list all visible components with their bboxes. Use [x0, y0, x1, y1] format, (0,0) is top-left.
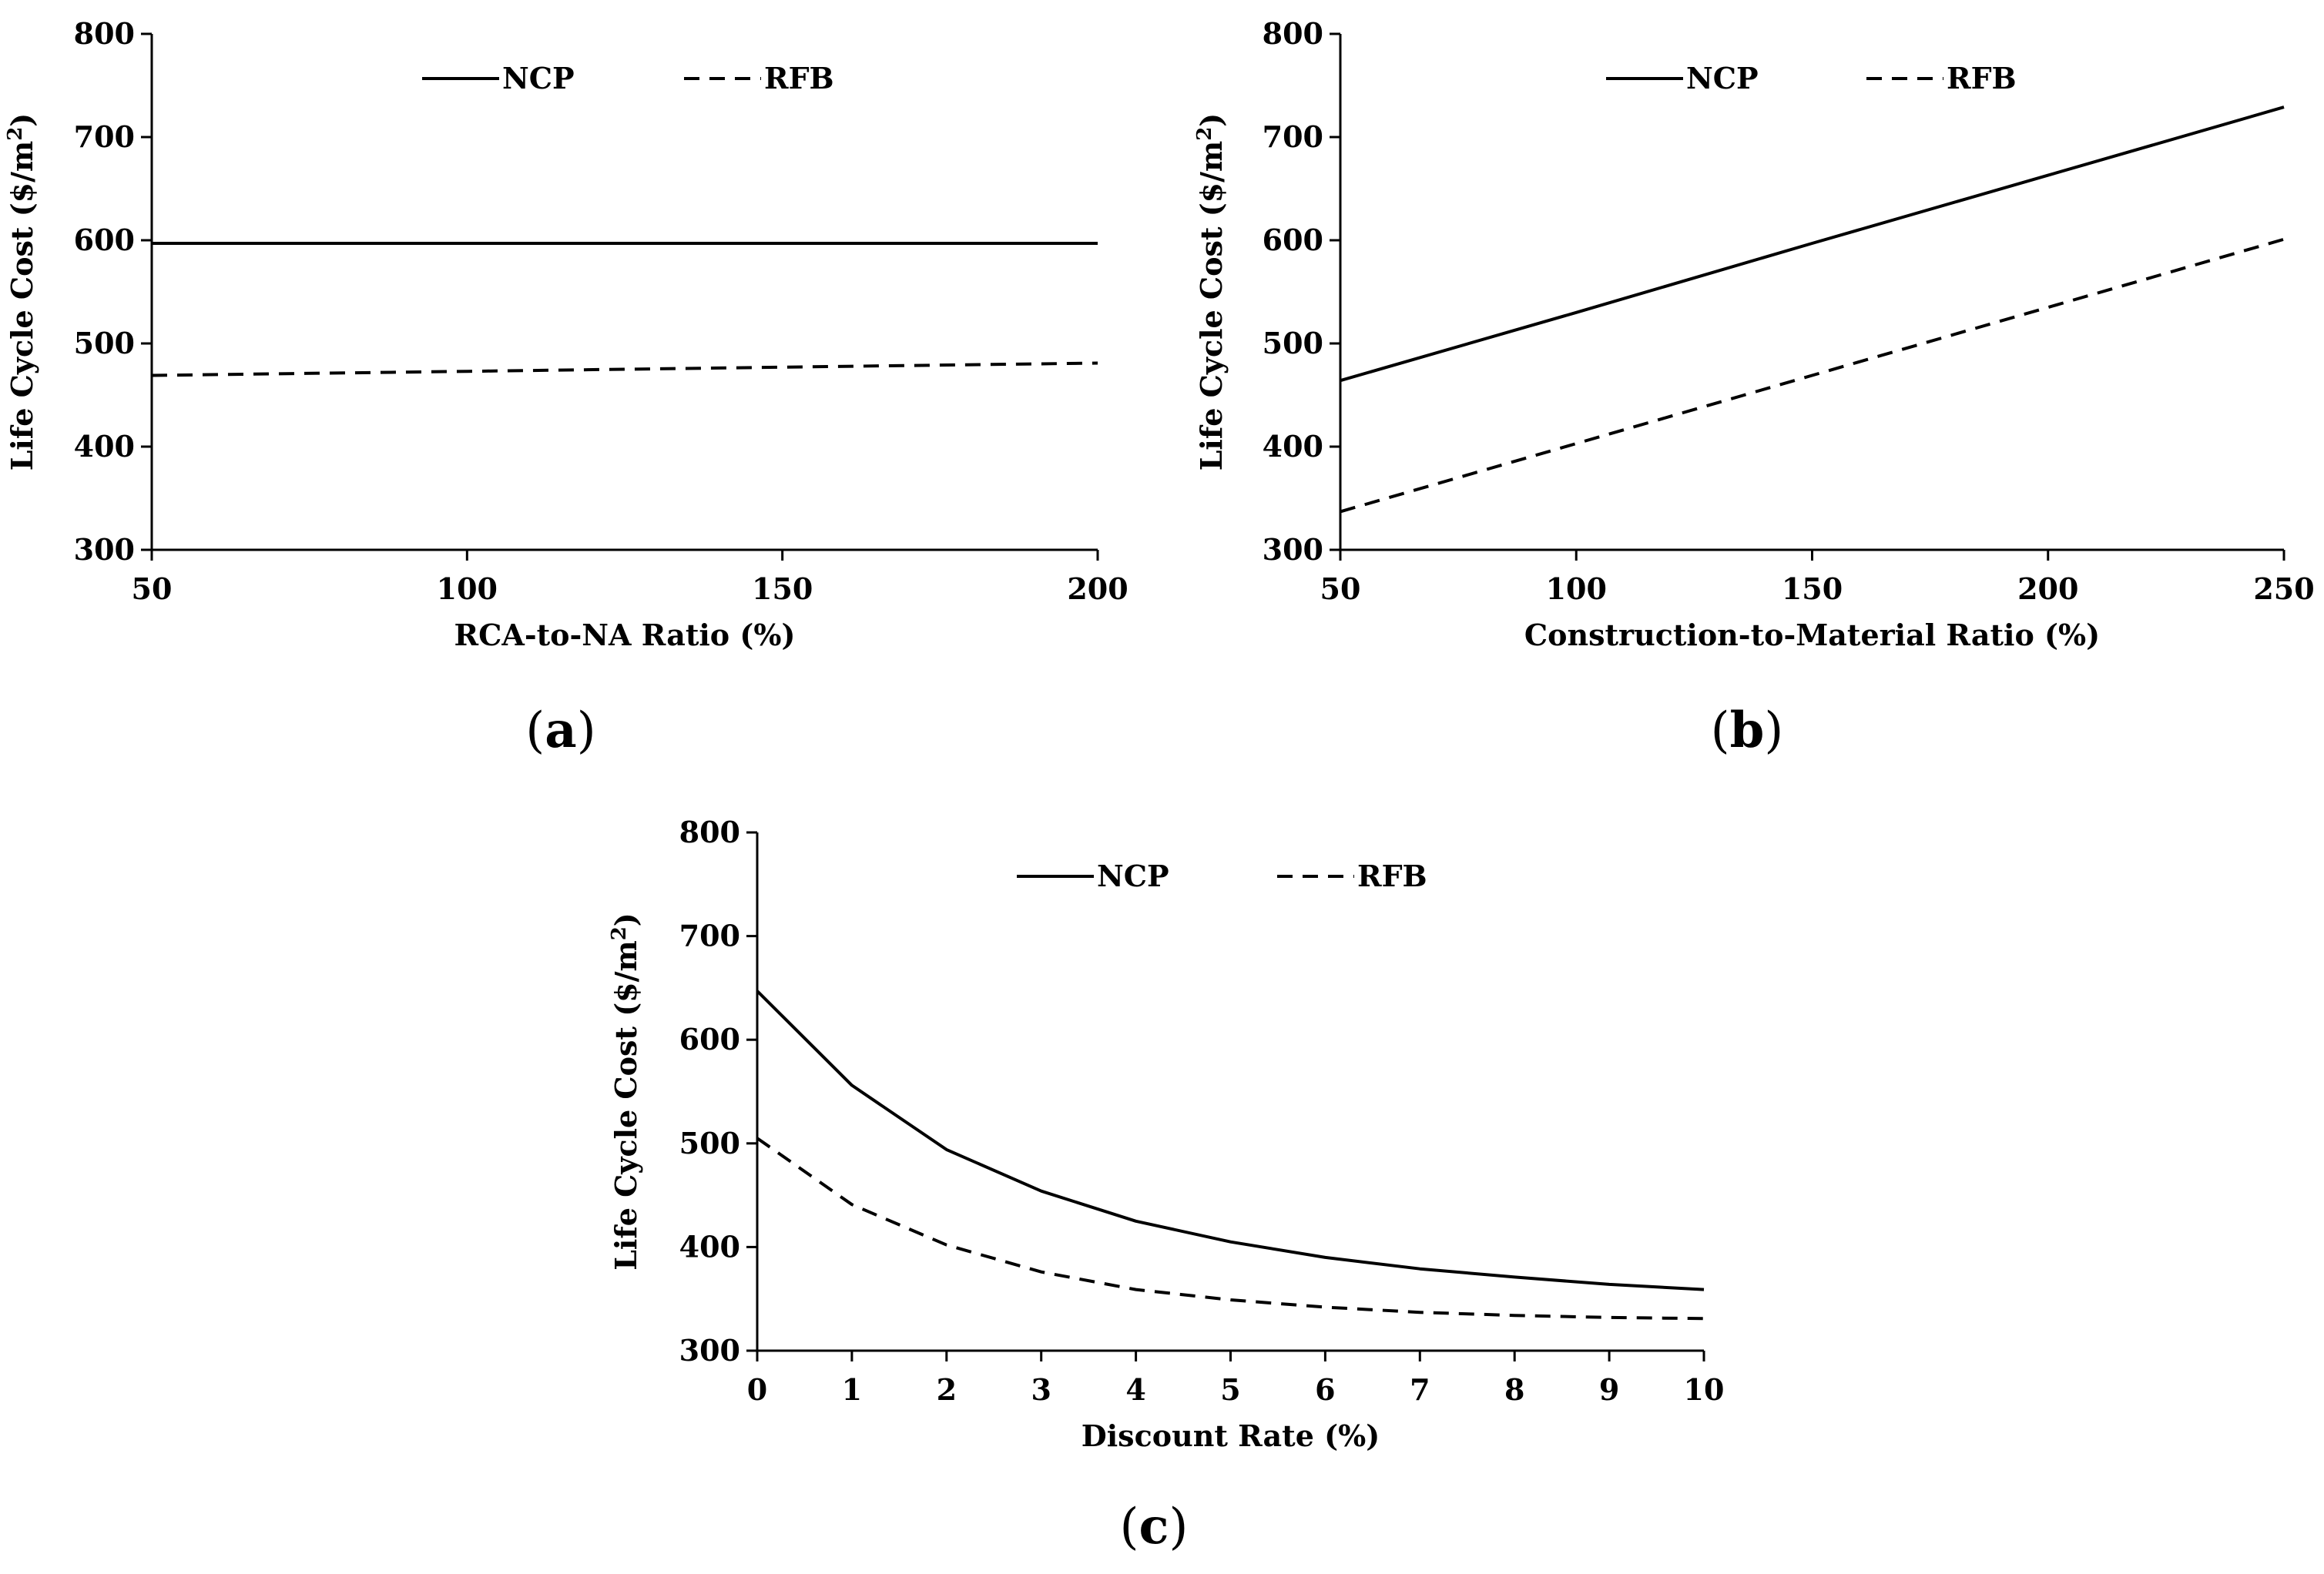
legend-label-rfb: RFB — [764, 61, 834, 95]
y-tick-label: 800 — [1263, 16, 1323, 51]
y-tick-label: 500 — [74, 326, 135, 360]
series-line-rfb — [151, 361, 1098, 377]
y-tick-label: 700 — [1263, 119, 1323, 154]
x-tick-label: 10 — [1684, 1372, 1725, 1407]
y-tick-label: 800 — [679, 815, 740, 849]
x-axis-label: Construction-to-Material Ratio (%) — [1524, 618, 2100, 652]
x-tick-label: 50 — [132, 571, 173, 606]
x-tick-label: 150 — [1782, 571, 1843, 606]
y-tick-label: 300 — [679, 1333, 740, 1368]
y-tick-label: 600 — [1263, 223, 1323, 257]
y-tick-label: 600 — [74, 223, 135, 257]
panel-label-c: (c) — [1120, 1498, 1189, 1556]
x-axis-label: RCA-to-NA Ratio (%) — [454, 618, 796, 652]
x-tick-label: 2 — [937, 1372, 957, 1407]
x-tick-label: 200 — [2017, 571, 2078, 606]
panel-label-a: (a) — [525, 702, 595, 759]
chart-b: 300 400 500 600 700 800 50 100 150 200 250 Construc… — [1193, 16, 2315, 652]
chart-c: 300 400 500 600 700 800 0 1 2 3 4 5 6 7 8 9 10 Discount R… — [608, 815, 1724, 1453]
x-tick-label: 50 — [1320, 571, 1361, 606]
x-tick-label: 1 — [842, 1372, 862, 1407]
y-tick-label: 600 — [679, 1022, 740, 1057]
x-tick-label: 250 — [2253, 571, 2314, 606]
legend-label-rfb: RFB — [1357, 859, 1427, 893]
legend: NCP RFB — [1017, 859, 1427, 893]
x-tick-label: 0 — [747, 1372, 767, 1407]
y-tick-label: 800 — [74, 16, 135, 51]
series-line-ncp — [1340, 105, 2285, 383]
series-line-ncp — [756, 990, 1705, 1291]
legend: NCP RFB — [1606, 61, 2017, 95]
y-tick-label: 700 — [74, 119, 135, 154]
x-tick-label: 100 — [437, 571, 498, 606]
y-tick-label: 300 — [74, 532, 135, 567]
x-tick-label: 3 — [1031, 1372, 1051, 1407]
legend-label-ncp: NCP — [1097, 859, 1169, 893]
y-tick-label: 400 — [1263, 429, 1323, 464]
x-tick-label: 6 — [1315, 1372, 1335, 1407]
series-line-rfb — [756, 1137, 1705, 1321]
y-tick-label: 400 — [679, 1229, 740, 1264]
panel-label-b: (b) — [1711, 702, 1784, 759]
chart-a: 300 400 500 600 700 800 50 100 150 200 RCA-to-NA R… — [4, 16, 1128, 652]
legend: NCP RFB — [422, 61, 834, 95]
y-axis-label: Life Cycle Cost ($/m2) — [4, 113, 39, 471]
x-axis-label: Discount Rate (%) — [1082, 1418, 1380, 1453]
x-tick-label: 5 — [1220, 1372, 1240, 1407]
x-tick-label: 100 — [1546, 571, 1607, 606]
y-tick-label: 400 — [74, 429, 135, 464]
y-tick-label: 700 — [679, 919, 740, 953]
y-tick-label: 500 — [1263, 326, 1323, 360]
y-tick-label: 500 — [679, 1126, 740, 1160]
y-axis-label: Life Cycle Cost ($/m2) — [608, 913, 643, 1271]
series-line-rfb — [1340, 237, 2285, 514]
legend-label-ncp: NCP — [1686, 61, 1759, 95]
y-tick-label: 300 — [1263, 532, 1323, 567]
legend-label-ncp: NCP — [502, 61, 575, 95]
x-tick-label: 9 — [1599, 1372, 1619, 1407]
x-tick-label: 150 — [752, 571, 813, 606]
x-tick-label: 4 — [1125, 1372, 1145, 1407]
x-tick-label: 8 — [1504, 1372, 1524, 1407]
x-tick-label: 200 — [1067, 571, 1128, 606]
legend-label-rfb: RFB — [1947, 61, 2017, 95]
x-tick-label: 7 — [1410, 1372, 1430, 1407]
y-axis-label: Life Cycle Cost ($/m2) — [1193, 113, 1229, 471]
